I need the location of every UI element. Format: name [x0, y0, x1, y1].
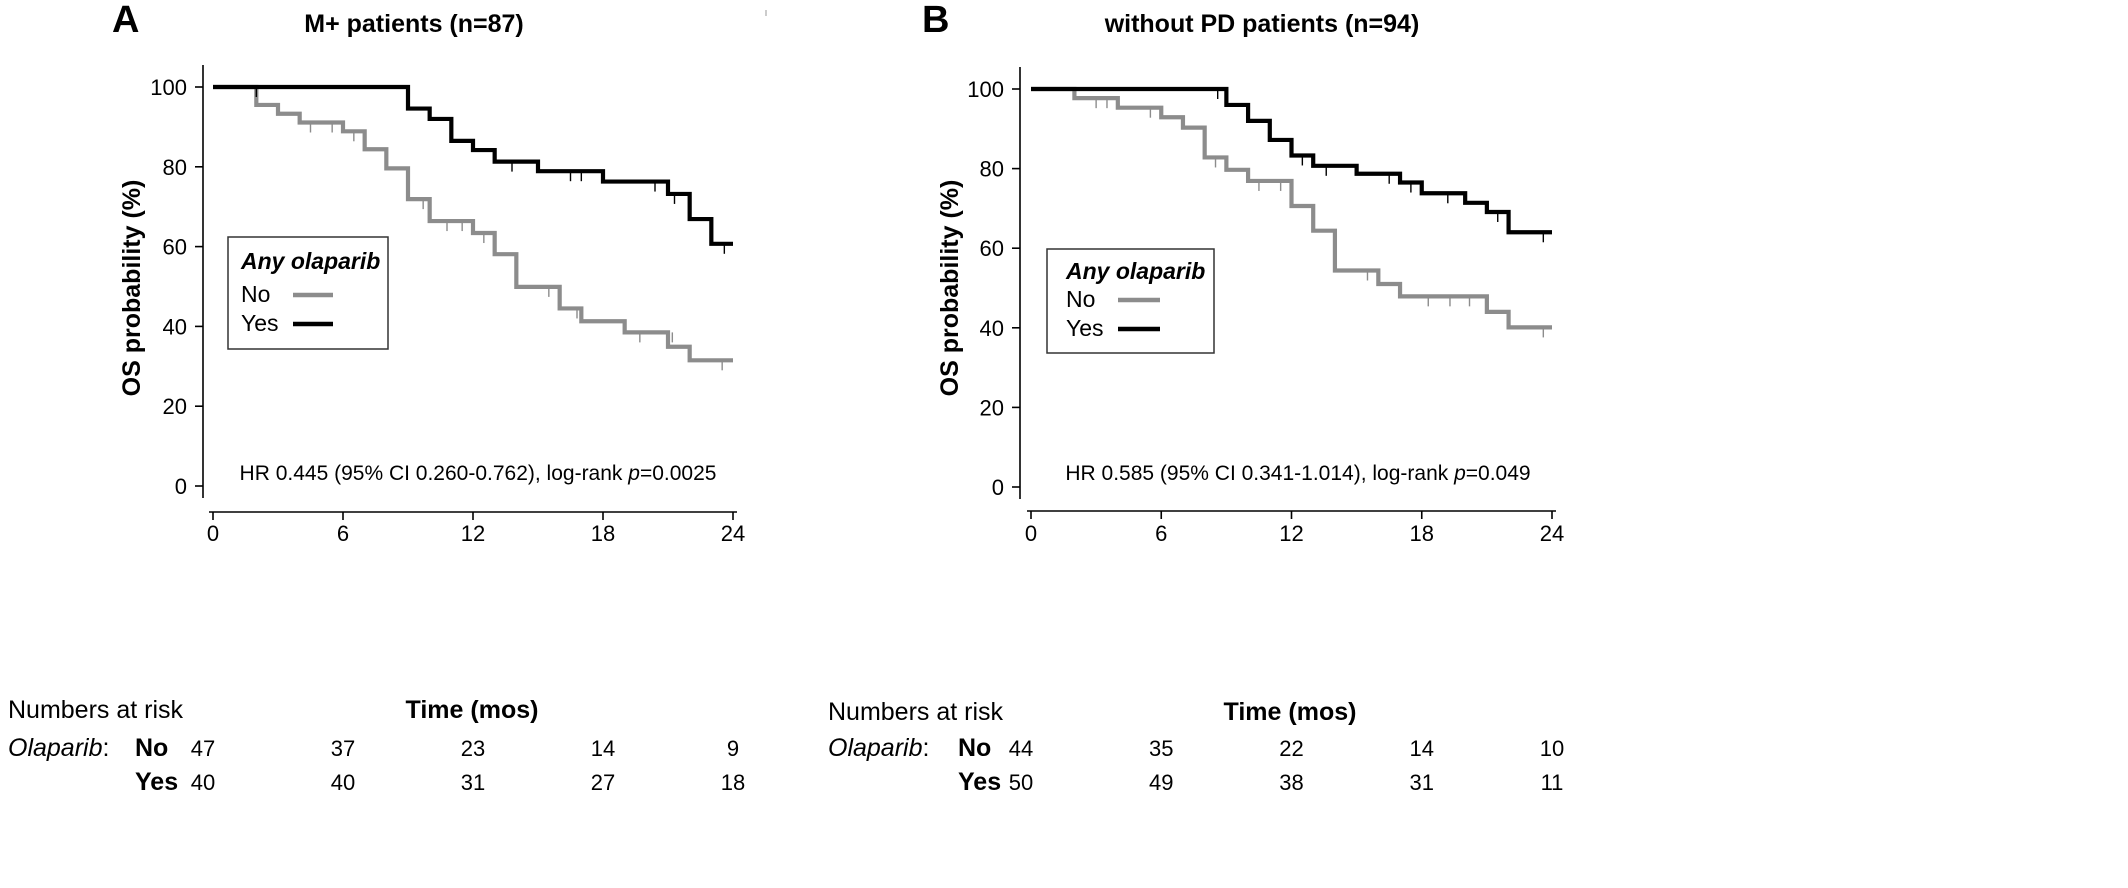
risk-number: 14	[1410, 736, 1434, 761]
legend-item-yes: Yes	[1066, 315, 1104, 341]
y-tick-label: 40	[163, 314, 187, 339]
risk-table-group-label: Olaparib:	[8, 734, 109, 762]
x-tick-label: 12	[461, 521, 485, 546]
x-tick-label: 0	[1025, 521, 1037, 546]
y-axis-label: OS probability (%)	[936, 180, 964, 397]
group-label-text: Olaparib	[8, 734, 103, 762]
risk-number: 10	[1540, 736, 1564, 761]
annotation-text: HR 0.445 (95% CI 0.260-0.762), log-rank	[240, 462, 629, 485]
panel-a: A M+ patients (n=87) OS probability (%) …	[8, 0, 745, 796]
risk-number: 44	[1009, 736, 1033, 761]
risk-number: 27	[591, 770, 615, 795]
y-tick-label: 20	[980, 395, 1004, 420]
legend: Any olaparib No Yes	[227, 236, 389, 350]
y-tick-label: 60	[980, 236, 1004, 261]
risk-number: 11	[1541, 770, 1564, 795]
survival-curves	[1031, 86, 1552, 338]
panel-letter: B	[922, 0, 949, 41]
legend-title: Any olaparib	[240, 248, 380, 274]
risk-number: 50	[1009, 770, 1033, 795]
legend-title: Any olaparib	[1065, 258, 1205, 284]
y-tick-label: 100	[967, 77, 1004, 102]
risk-number: 49	[1149, 770, 1173, 795]
risk-number: 23	[461, 736, 485, 761]
risk-table-header: Numbers at risk	[8, 696, 184, 724]
risk-table: Numbers at risk Olaparib: No Yes 44 35 22 1…	[828, 698, 1564, 796]
risk-number: 9	[727, 736, 739, 761]
risk-row-label-yes: Yes	[135, 768, 178, 796]
annotation-p: p	[1453, 462, 1466, 485]
x-tick-label: 18	[1410, 521, 1434, 546]
group-label-text: Olaparib	[828, 734, 923, 762]
chart-title: M+ patients (n=87)	[304, 10, 524, 38]
y-axis-label: OS probability (%)	[118, 180, 146, 397]
risk-number: 31	[1410, 770, 1434, 795]
y-tick-label: 40	[980, 316, 1004, 341]
annotation-value: =0.0025	[640, 462, 717, 485]
x-tick-label: 18	[591, 521, 615, 546]
risk-number: 22	[1279, 736, 1303, 761]
hazard-ratio-annotation: HR 0.445 (95% CI 0.260-0.762), log-rank …	[240, 462, 717, 485]
risk-table: Numbers at risk Olaparib: No Yes 47 37 23 1…	[8, 696, 745, 796]
x-axis-label: Time (mos)	[406, 696, 539, 724]
risk-row-label-yes: Yes	[958, 768, 1001, 796]
legend-item-no: No	[241, 281, 270, 307]
y-tick-label: 60	[163, 235, 187, 260]
legend-item-yes: Yes	[241, 310, 279, 336]
risk-numbers: 44 35 22 14 10 50 49 38 31 11	[1009, 736, 1564, 795]
y-tick-label: 0	[175, 474, 187, 499]
x-tick-label: 24	[1540, 521, 1564, 546]
km-curve-no	[213, 84, 733, 363]
risk-table-header: Numbers at risk	[828, 698, 1004, 726]
x-tick-label: 6	[1155, 521, 1167, 546]
risk-number: 31	[461, 770, 485, 795]
y-tick-label: 100	[150, 75, 187, 100]
km-curve-yes	[1031, 86, 1552, 235]
y-tick-label: 80	[163, 155, 187, 180]
legend: Any olaparib No Yes	[1046, 248, 1215, 354]
km-curve-no	[1031, 86, 1552, 330]
x-tick-label: 6	[337, 521, 349, 546]
x-tick-label: 0	[207, 521, 219, 546]
panel-b: B without PD patients (n=94) OS probabil…	[828, 0, 1564, 796]
risk-number: 35	[1149, 736, 1173, 761]
y-tick-label: 80	[980, 157, 1004, 182]
annotation-text: HR 0.585 (95% CI 0.341-1.014), log-rank	[1065, 462, 1454, 485]
annotation-p: p	[627, 462, 640, 485]
risk-number: 14	[591, 736, 615, 761]
legend-item-no: No	[1066, 286, 1095, 312]
risk-number: 40	[331, 770, 355, 795]
survival-curves	[213, 84, 733, 371]
annotation-value: =0.049	[1466, 462, 1531, 485]
hazard-ratio-annotation: HR 0.585 (95% CI 0.341-1.014), log-rank …	[1065, 462, 1530, 485]
risk-number: 47	[191, 736, 215, 761]
risk-row-label-no: No	[958, 734, 991, 762]
risk-number: 37	[331, 736, 355, 761]
x-tick-label: 24	[721, 521, 745, 546]
x-tick-label: 12	[1279, 521, 1303, 546]
axes: 0 20 40 60 80 100 0 6 12 18 24	[967, 67, 1564, 546]
risk-number: 18	[721, 770, 745, 795]
risk-row-label-no: No	[135, 734, 168, 762]
y-tick-label: 0	[992, 475, 1004, 500]
risk-number: 38	[1279, 770, 1303, 795]
risk-numbers: 47 37 23 14 9 40 40 31 27 18	[191, 736, 745, 795]
y-tick-label: 20	[163, 394, 187, 419]
x-axis-label: Time (mos)	[1224, 698, 1357, 726]
chart-title: without PD patients (n=94)	[1104, 10, 1420, 38]
risk-table-group-label: Olaparib:	[828, 734, 929, 762]
risk-number: 40	[191, 770, 215, 795]
panel-letter: A	[112, 0, 139, 41]
axes: 0 20 40 60 80 100 0 6 12 18 24	[150, 65, 745, 546]
km-curve-yes	[213, 84, 733, 246]
